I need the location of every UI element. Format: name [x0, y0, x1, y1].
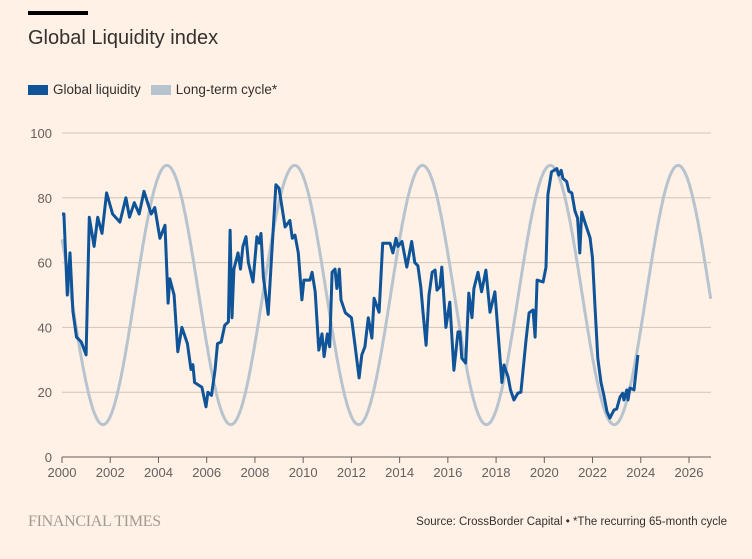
- x-tick-label: 2000: [48, 465, 77, 480]
- legend-item-long-term-cycle: Long-term cycle*: [150, 82, 278, 97]
- x-tick-label: 2004: [144, 465, 173, 480]
- legend-item-global-liquidity: Global liquidity: [28, 82, 141, 97]
- series-line-long-term-cycle: [60, 163, 713, 427]
- x-tick-label: 2018: [482, 465, 511, 480]
- chart-title: Global Liquidity index: [28, 27, 219, 49]
- x-tick-label: 2026: [675, 465, 704, 480]
- legend-swatch-long-term-cycle: [150, 84, 171, 95]
- legend-swatch-global-liquidity: [28, 84, 48, 95]
- y-tick-label: 20: [38, 385, 52, 400]
- x-tick-label: 2024: [626, 465, 655, 480]
- x-tick-label: 2002: [96, 465, 125, 480]
- x-tick-label: 2016: [433, 465, 462, 480]
- ft-top-rule: [28, 11, 88, 15]
- y-tick-label: 0: [45, 450, 52, 465]
- x-tick-label: 2010: [289, 465, 318, 480]
- x-tick-label: 2012: [337, 465, 366, 480]
- source-note: Source: CrossBorder Capital • *The recur…: [416, 516, 727, 528]
- x-tick-label: 2014: [385, 465, 414, 480]
- legend-label: Global liquidity: [53, 82, 141, 97]
- series-line-global-liquidity: [62, 167, 640, 420]
- x-tick-label: 2020: [530, 465, 559, 480]
- x-tick-label: 2008: [240, 465, 269, 480]
- y-tick-label: 40: [38, 320, 52, 335]
- legend-label: Long-term cycle*: [175, 82, 278, 97]
- legend: Global liquidity Long-term cycle*: [28, 82, 281, 97]
- x-tick-label: 2022: [578, 465, 607, 480]
- y-tick-label: 100: [30, 126, 52, 141]
- y-tick-label: 60: [38, 256, 52, 271]
- x-tick-label: 2006: [192, 465, 221, 480]
- ft-brand-logo: FINANCIAL TIMES: [28, 513, 161, 530]
- y-tick-label: 80: [38, 191, 52, 206]
